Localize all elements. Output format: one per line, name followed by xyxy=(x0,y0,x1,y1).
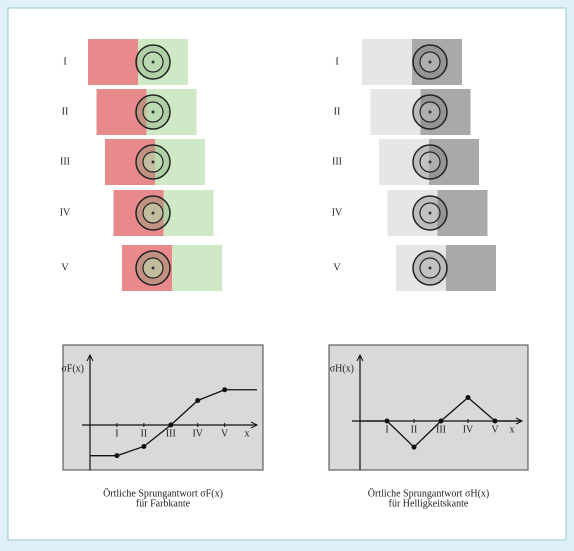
figure: IIIIIIIVVIIIIIIIVVσF(x)xIIIIIIIVVÖrtlich… xyxy=(0,0,574,551)
y-axis-label: σH(x) xyxy=(330,363,354,374)
row-label: IV xyxy=(332,207,343,218)
green-field xyxy=(164,190,214,236)
row-label: II xyxy=(62,106,69,117)
x-tick-label: II xyxy=(411,424,418,435)
plot-box xyxy=(329,345,528,470)
receptive-field-center xyxy=(429,267,432,270)
receptive-field-center xyxy=(429,212,432,215)
row-label: V xyxy=(333,262,341,273)
x-tick-label: V xyxy=(221,428,229,439)
row-label: II xyxy=(334,106,341,117)
response-point xyxy=(168,423,173,428)
x-axis-label: x xyxy=(245,428,250,439)
receptive-field-center xyxy=(152,161,155,164)
response-point xyxy=(466,395,471,400)
y-axis-label: σF(x) xyxy=(61,363,84,374)
plot-box xyxy=(63,345,263,470)
row-label: III xyxy=(60,156,70,167)
row-label: IV xyxy=(60,207,71,218)
response-point xyxy=(222,387,227,392)
red-field xyxy=(88,39,138,85)
receptive-field-center xyxy=(429,61,432,64)
green-field xyxy=(172,245,222,291)
page: IIIIIIIVVIIIIIIIVVσF(x)xIIIIIIIVVÖrtlich… xyxy=(0,0,574,551)
receptive-field-center xyxy=(429,111,432,114)
x-tick-label: III xyxy=(166,428,176,439)
x-axis-label: x xyxy=(510,424,515,435)
response-point xyxy=(141,444,146,449)
response-point xyxy=(385,419,390,424)
row-label: I xyxy=(335,56,338,67)
dark-field xyxy=(446,245,496,291)
row-label: I xyxy=(63,56,66,67)
receptive-field-center xyxy=(429,161,432,164)
row-label: III xyxy=(332,156,342,167)
receptive-field-center xyxy=(152,267,155,270)
x-tick-label: IV xyxy=(463,424,474,435)
x-tick-label: V xyxy=(491,424,499,435)
x-tick-label: III xyxy=(436,424,446,435)
x-tick-label: II xyxy=(141,428,148,439)
caption: für Helligkeitskante xyxy=(389,498,469,509)
row-label: V xyxy=(61,262,69,273)
x-tick-label: IV xyxy=(192,428,203,439)
response-point xyxy=(114,453,119,458)
x-tick-label: I xyxy=(385,424,388,435)
light-field xyxy=(362,39,412,85)
response-point xyxy=(493,419,498,424)
x-tick-label: I xyxy=(115,428,118,439)
response-point xyxy=(195,398,200,403)
receptive-field-center xyxy=(152,61,155,64)
response-point xyxy=(412,445,417,450)
receptive-field-center xyxy=(152,111,155,114)
response-point xyxy=(439,419,444,424)
caption: für Farbkante xyxy=(136,498,191,509)
receptive-field-center xyxy=(152,212,155,215)
